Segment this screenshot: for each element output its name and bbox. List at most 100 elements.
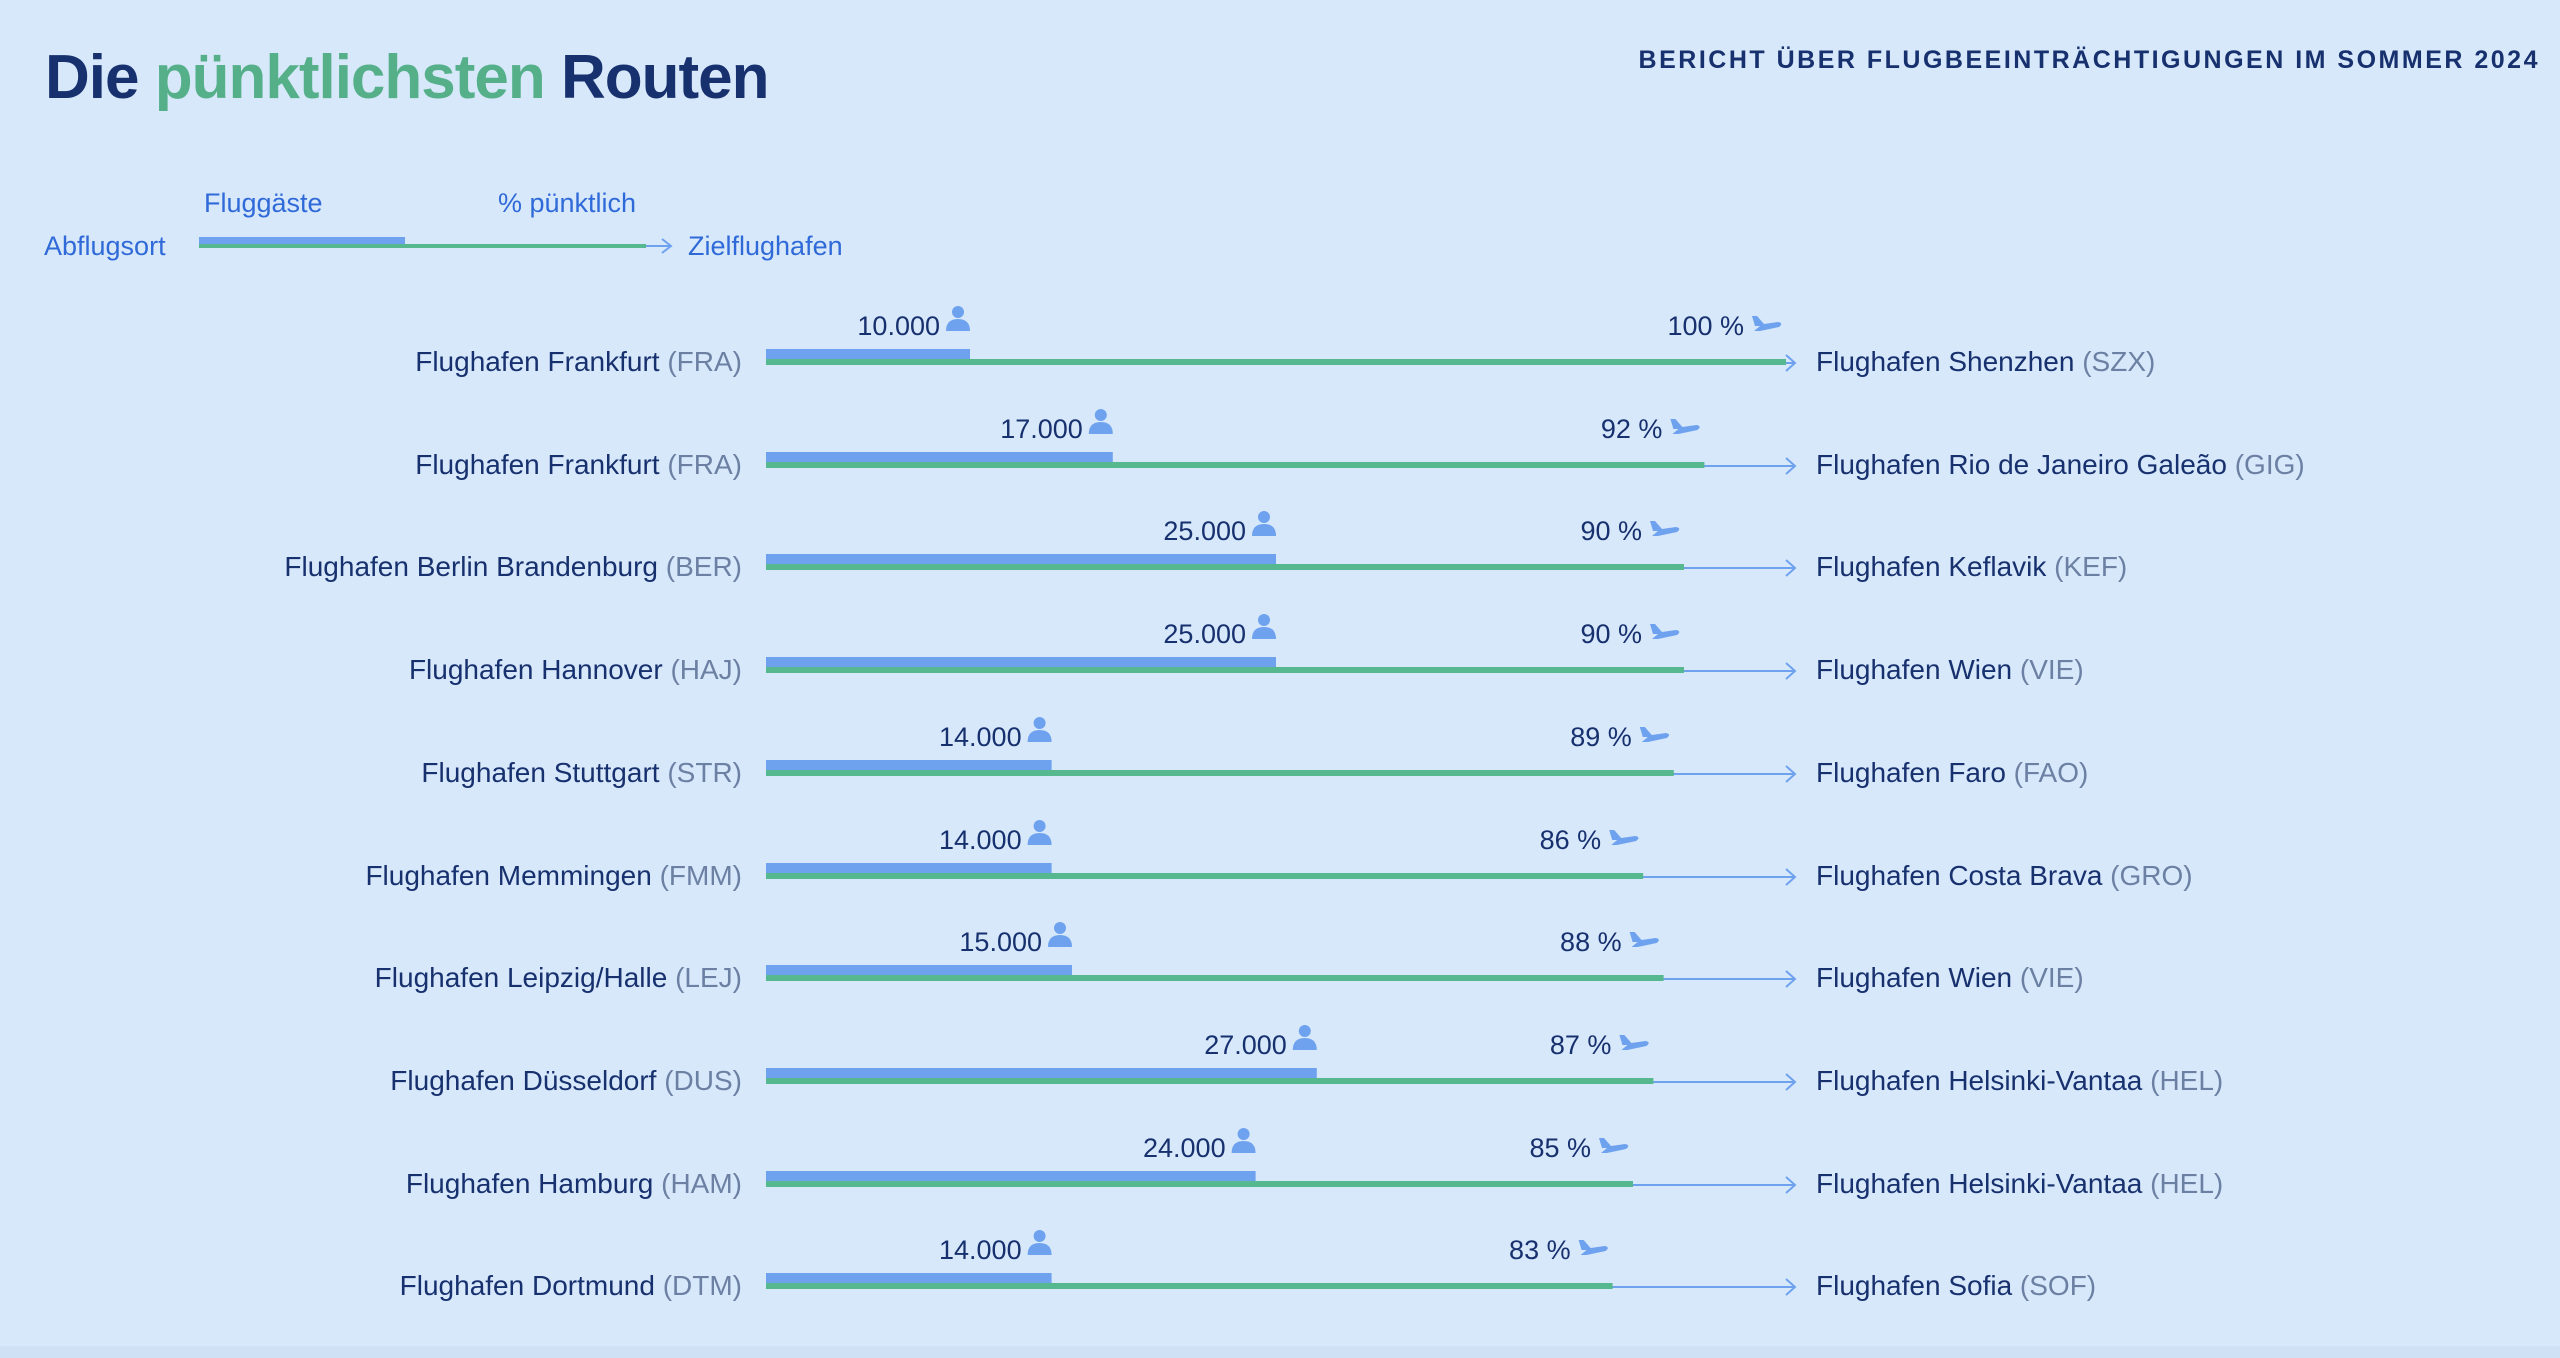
destination-code: (VIE) <box>2012 962 2084 993</box>
origin-code: (BER) <box>658 551 742 582</box>
route-row: 24.000 85 %Flughafen Hamburg (HAM) Flughaf… <box>406 1128 2223 1199</box>
passenger-value-label: 14.000 <box>939 825 1022 855</box>
legend-passenger-bar <box>199 237 405 246</box>
ontime-bar <box>766 359 1786 365</box>
person-icon <box>1027 1230 1052 1255</box>
airplane-icon <box>1599 1138 1629 1153</box>
destination-name: Flughafen Shenzhen <box>1816 346 2074 377</box>
destination-label: Flughafen Rio de Janeiro Galeão (GIG) <box>1816 449 2305 480</box>
origin-name: Flughafen Memmingen <box>365 860 651 891</box>
destination-name: Flughafen Helsinki-Vantaa <box>1816 1168 2143 1199</box>
page-title: Die pünktlichsten Routen <box>45 42 769 113</box>
airplane-icon <box>1609 830 1639 845</box>
passenger-bar <box>766 863 1052 874</box>
destination-name: Flughafen Wien <box>1816 962 2012 993</box>
passenger-value-label: 24.000 <box>1143 1133 1226 1163</box>
ontime-value-label: 83 % <box>1509 1235 1571 1265</box>
airplane-icon <box>1578 1240 1608 1255</box>
airplane-icon <box>1639 727 1670 742</box>
route-arrow-head <box>1785 1176 1797 1194</box>
person-icon <box>1027 717 1052 742</box>
destination-code: (FAO) <box>2006 757 2088 788</box>
passenger-bar <box>766 657 1276 668</box>
origin-label: Flughafen Memmingen (FMM) <box>365 860 742 891</box>
destination-label: Flughafen Keflavik (KEF) <box>1816 551 2127 582</box>
destination-label: Flughafen Wien (VIE) <box>1816 962 2084 993</box>
person-icon <box>1231 1128 1256 1153</box>
passenger-bar <box>766 554 1276 565</box>
route-arrow-head <box>1785 457 1797 475</box>
airplane-icon <box>1629 932 1659 947</box>
ontime-bar <box>766 462 1705 468</box>
bottom-strip <box>0 1346 2560 1358</box>
destination-code: (VIE) <box>2012 654 2084 685</box>
destination-name: Flughafen Faro <box>1816 757 2006 788</box>
destination-code: (SZX) <box>2074 346 2155 377</box>
destination-name: Flughafen Rio de Janeiro Galeão <box>1816 449 2227 480</box>
origin-label: Flughafen Frankfurt (FRA) <box>415 449 742 480</box>
ontime-bar <box>766 770 1674 776</box>
person-icon <box>1048 922 1072 947</box>
passenger-value-label: 25.000 <box>1163 619 1246 649</box>
airplane-icon <box>1619 1035 1649 1050</box>
passenger-bar <box>766 760 1052 771</box>
passenger-value-label: 27.000 <box>1204 1030 1287 1060</box>
origin-label: Flughafen Stuttgart (STR) <box>421 757 742 788</box>
passenger-value-label: 14.000 <box>939 1235 1022 1265</box>
route-arrow-head <box>1785 970 1797 988</box>
destination-name: Flughafen Keflavik <box>1816 551 2047 582</box>
origin-name: Flughafen Düsseldorf <box>390 1065 656 1096</box>
destination-name: Flughafen Wien <box>1816 654 2012 685</box>
route-row: 17.000 92 %Flughafen Frankfurt (FRA) Flugh… <box>415 409 2305 480</box>
ontime-value-label: 89 % <box>1570 722 1632 752</box>
person-icon <box>1088 409 1113 434</box>
origin-name: Flughafen Leipzig/Halle <box>375 962 668 993</box>
route-row: 27.000 87 %Flughafen Düsseldorf (DUS) Flug… <box>390 1025 2223 1096</box>
origin-code: (FMM) <box>652 860 742 891</box>
route-row: 14.000 83 %Flughafen Dortmund (DTM) Flugha… <box>400 1230 2096 1301</box>
ontime-bar <box>766 564 1684 570</box>
ontime-value-label: 90 % <box>1580 516 1642 546</box>
destination-label: Flughafen Helsinki-Vantaa (HEL) <box>1816 1065 2223 1096</box>
destination-code: (GIG) <box>2227 449 2305 480</box>
origin-code: (HAJ) <box>663 654 742 685</box>
title-prefix: Die <box>45 43 155 112</box>
route-row: 14.000 86 %Flughafen Memmingen (FMM) Flugh… <box>365 820 2193 891</box>
airplane-icon <box>1670 419 1700 434</box>
origin-name: Flughafen Frankfurt <box>415 449 660 480</box>
ontime-value-label: 92 % <box>1601 414 1663 444</box>
passenger-bar <box>766 349 970 360</box>
route-arrow-head <box>1785 765 1797 783</box>
person-icon <box>1027 820 1052 845</box>
origin-label: Flughafen Frankfurt (FRA) <box>415 346 742 377</box>
route-arrow-head <box>1785 1278 1797 1296</box>
origin-code: (DTM) <box>655 1270 742 1301</box>
destination-label: Flughafen Sofia (SOF) <box>1816 1270 2096 1301</box>
passenger-bar <box>766 965 1072 976</box>
legend-ontime-label: % pünktlich <box>498 188 637 218</box>
origin-name: Flughafen Stuttgart <box>421 757 659 788</box>
origin-label: Flughafen Berlin Brandenburg (BER) <box>284 551 742 582</box>
destination-code: (GRO) <box>2102 860 2192 891</box>
destination-label: Flughafen Helsinki-Vantaa (HEL) <box>1816 1168 2223 1199</box>
passenger-value-label: 14.000 <box>939 722 1022 752</box>
destination-name: Flughafen Helsinki-Vantaa <box>1816 1065 2143 1096</box>
ontime-value-label: 87 % <box>1550 1030 1612 1060</box>
ontime-bar <box>766 873 1644 879</box>
destination-name: Flughafen Costa Brava <box>1816 860 2103 891</box>
origin-label: Flughafen Hamburg (HAM) <box>406 1168 742 1199</box>
passenger-bar <box>766 1273 1052 1284</box>
ontime-value-label: 100 % <box>1667 311 1744 341</box>
passenger-value-label: 10.000 <box>857 311 940 341</box>
ontime-value-label: 90 % <box>1580 619 1642 649</box>
passenger-value-label: 17.000 <box>1000 414 1083 444</box>
person-icon <box>1292 1025 1317 1050</box>
airplane-icon <box>1650 624 1680 639</box>
destination-label: Flughafen Wien (VIE) <box>1816 654 2084 685</box>
person-icon <box>1252 511 1276 536</box>
destination-label: Flughafen Costa Brava (GRO) <box>1816 860 2193 891</box>
origin-label: Flughafen Düsseldorf (DUS) <box>390 1065 742 1096</box>
ontime-bar <box>766 1078 1654 1084</box>
ontime-bar <box>766 667 1684 673</box>
route-arrow-head <box>1785 868 1797 886</box>
